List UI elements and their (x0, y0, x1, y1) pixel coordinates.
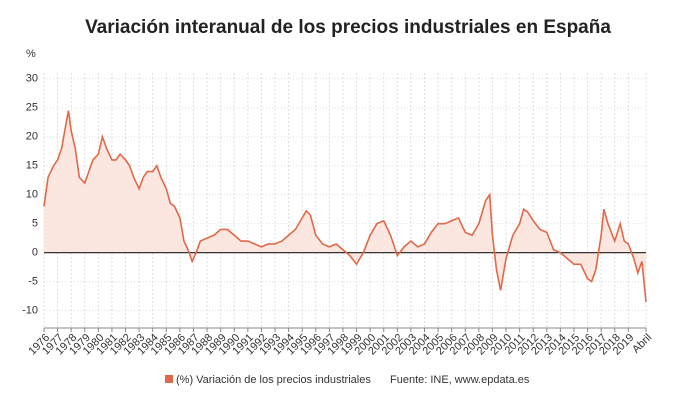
y-axis-label: % (26, 48, 36, 60)
legend-swatch (165, 375, 173, 383)
y-tick-label: 25 (26, 102, 38, 114)
y-tick-label: -5 (28, 276, 38, 288)
y-tick-label: -10 (22, 305, 38, 317)
area (44, 110, 646, 302)
legend-label: (%) Variación de los precios industriale… (176, 374, 371, 386)
x-tick-label: Abril (630, 332, 654, 356)
source: Fuente: INE, www.epdata.es (390, 374, 530, 386)
y-tick-label: 5 (32, 218, 38, 230)
y-tick-label: 10 (26, 189, 38, 201)
y-tick-label: 15 (26, 160, 38, 172)
y-tick-label: 0 (32, 247, 38, 259)
chart-title: Variación interanual de los precios indu… (85, 17, 611, 38)
y-tick-label: 20 (26, 131, 38, 143)
line (43, 110, 647, 302)
y-tick-label: 30 (26, 73, 38, 85)
